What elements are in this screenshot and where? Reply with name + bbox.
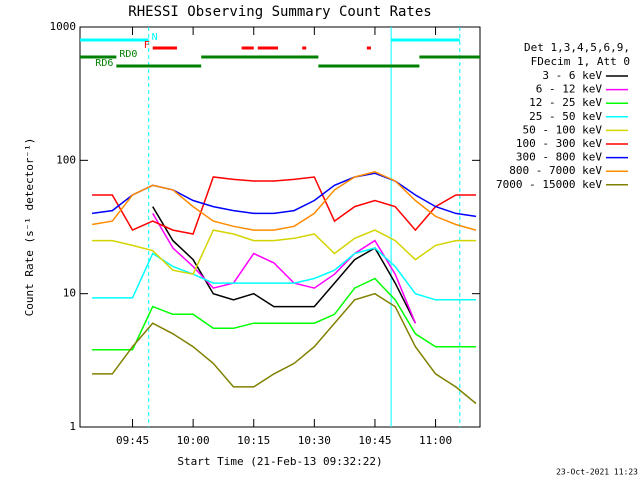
legend-header: FDecim 1, Att 0	[531, 55, 630, 68]
chart-title: RHESSI Observing Summary Count Rates	[128, 4, 431, 20]
legend-label: 6 - 12 keV	[536, 83, 603, 96]
legend-label: 50 - 100 keV	[523, 123, 603, 136]
timestamp: 23-Oct-2021 11:23	[556, 468, 638, 477]
series-line	[92, 229, 476, 276]
flag-label: N	[152, 32, 158, 43]
legend-label: 7000 - 15000 keV	[496, 178, 602, 191]
series-line	[152, 213, 417, 324]
series-line	[91, 171, 477, 231]
legend-label: 3 - 6 keV	[542, 69, 602, 82]
plot-frame	[79, 26, 481, 428]
series-line	[92, 292, 477, 405]
flag-label: RD0	[119, 49, 137, 60]
x-tick-label: 11:00	[419, 434, 452, 447]
flag-label: F	[144, 40, 150, 51]
x-tick-label: 10:00	[177, 434, 210, 447]
x-axis-label: Start Time (21-Feb-13 09:32:22)	[177, 455, 382, 468]
y-tick-label: 10	[63, 287, 76, 300]
series-line	[92, 247, 476, 301]
y-axis-label: Count Rate (s⁻¹ detector⁻¹)	[23, 138, 36, 317]
legend-label: 300 - 800 keV	[516, 151, 602, 164]
legend-label: 800 - 7000 keV	[509, 164, 602, 177]
series-line	[92, 176, 476, 235]
y-tick-label: 1000	[50, 20, 77, 33]
legend-label: 25 - 50 keV	[529, 110, 602, 123]
legend-label: 100 - 300 keV	[516, 137, 602, 150]
legend-header: Det 1,3,4,5,6,9,	[524, 41, 630, 54]
y-tick-label: 1	[69, 420, 76, 433]
x-tick-label: 10:45	[358, 434, 391, 447]
series-line	[92, 277, 476, 351]
x-tick-label: 09:45	[116, 434, 149, 447]
x-tick-label: 10:30	[298, 434, 331, 447]
y-tick-label: 100	[56, 153, 76, 166]
flag-label: RD6	[95, 58, 113, 69]
x-tick-label: 10:15	[237, 434, 270, 447]
legend-label: 12 - 25 keV	[529, 96, 602, 109]
